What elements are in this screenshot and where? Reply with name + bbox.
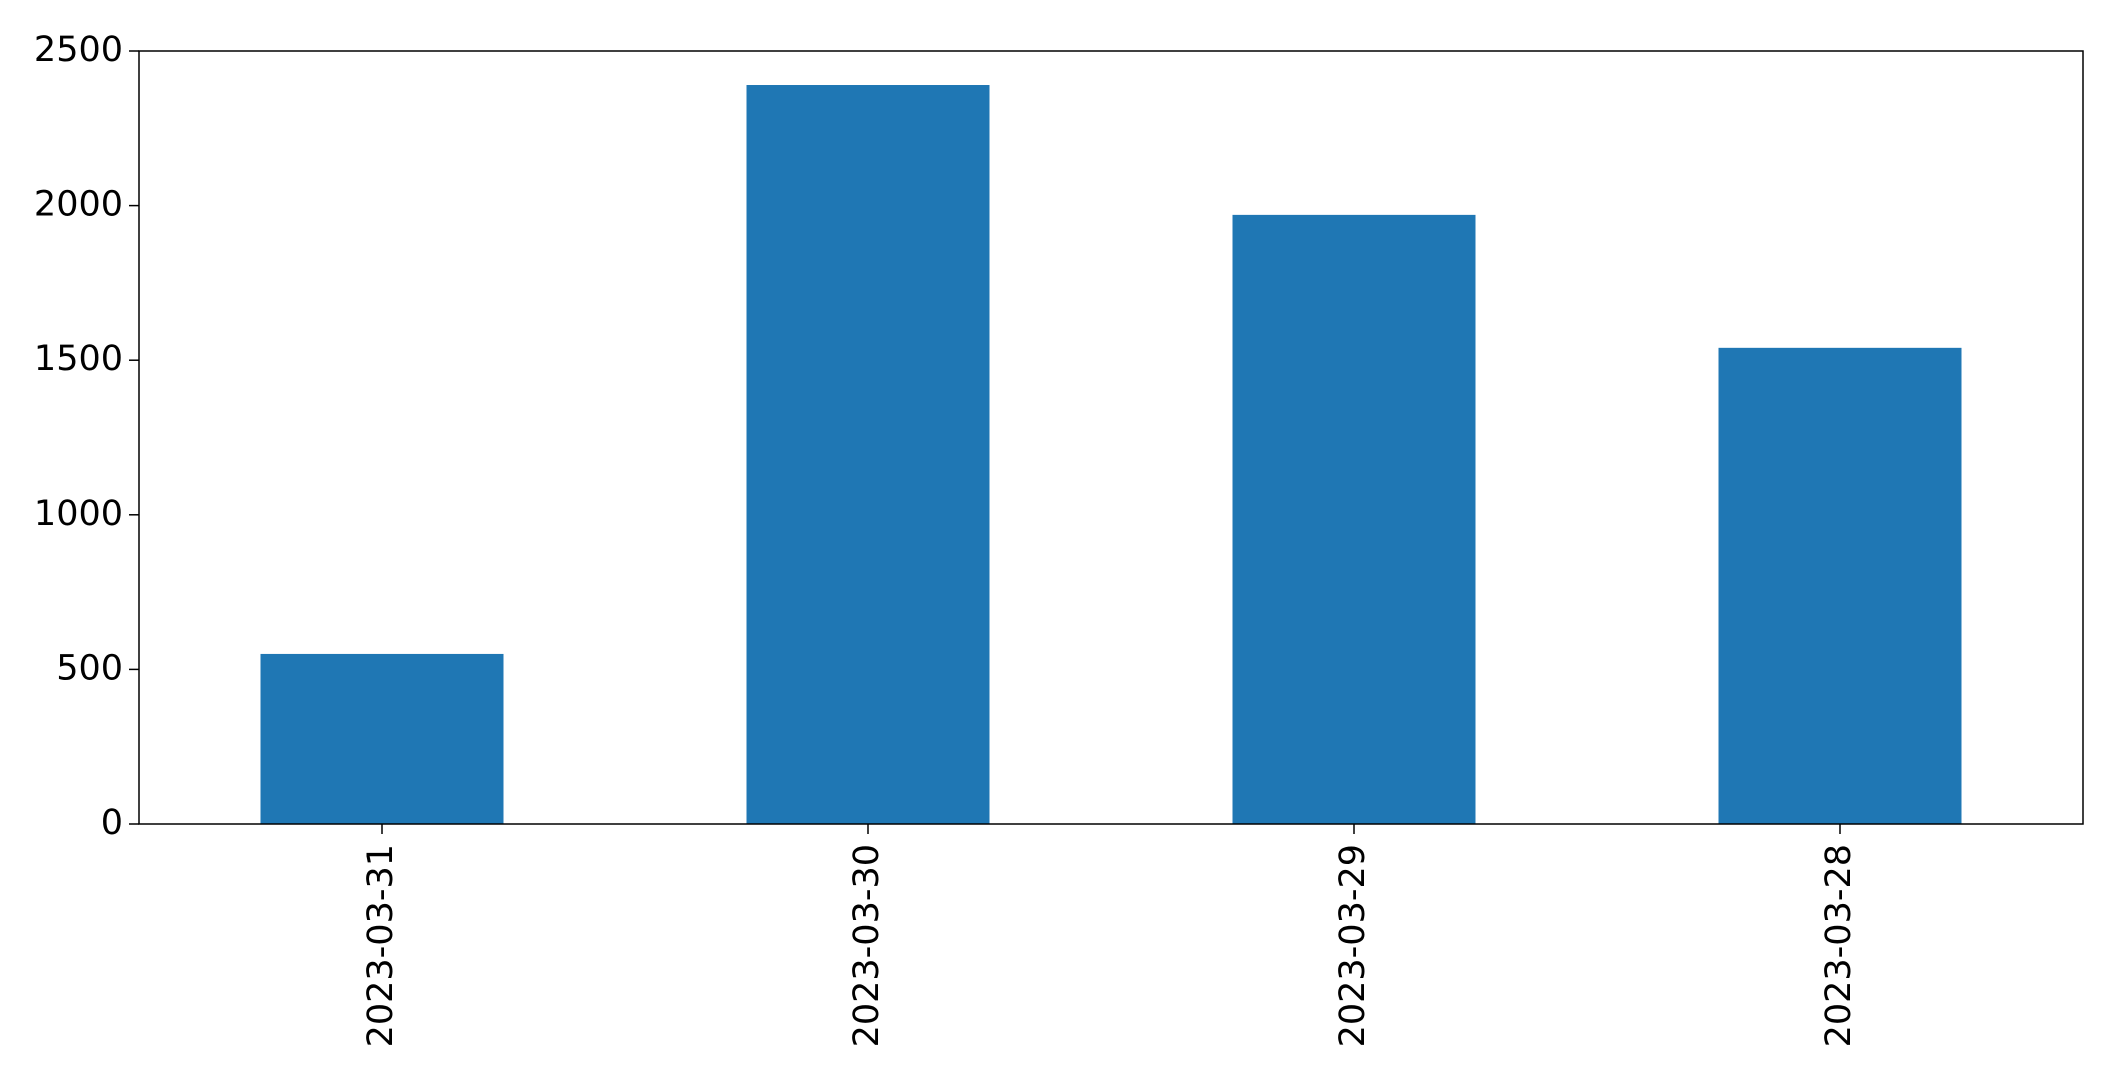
y-axis: 0 500 1000 1500 2000 2500 — [34, 30, 139, 843]
y-tick-label: 0 — [101, 803, 123, 843]
x-tick-label: 2023-03-30 — [847, 844, 887, 1047]
x-tick-label: 2023-03-31 — [361, 844, 401, 1047]
plot-frame — [138, 50, 2084, 825]
y-tick-label: 1500 — [34, 339, 123, 379]
bar — [260, 653, 504, 824]
bar — [1232, 214, 1476, 825]
bar — [1718, 347, 1962, 824]
x-tick-label: 2023-03-29 — [1333, 844, 1373, 1047]
bar — [746, 85, 990, 824]
x-axis: 2023-03-31 2023-03-30 2023-03-29 2023-03-28 — [361, 824, 1859, 1047]
y-tick-label: 2000 — [34, 185, 123, 225]
x-tick-label: 2023-03-28 — [1819, 844, 1859, 1047]
bars-group — [260, 85, 1962, 825]
y-tick-label: 2500 — [34, 30, 123, 70]
y-tick-label: 1000 — [34, 494, 123, 534]
y-tick-label: 500 — [56, 648, 123, 688]
